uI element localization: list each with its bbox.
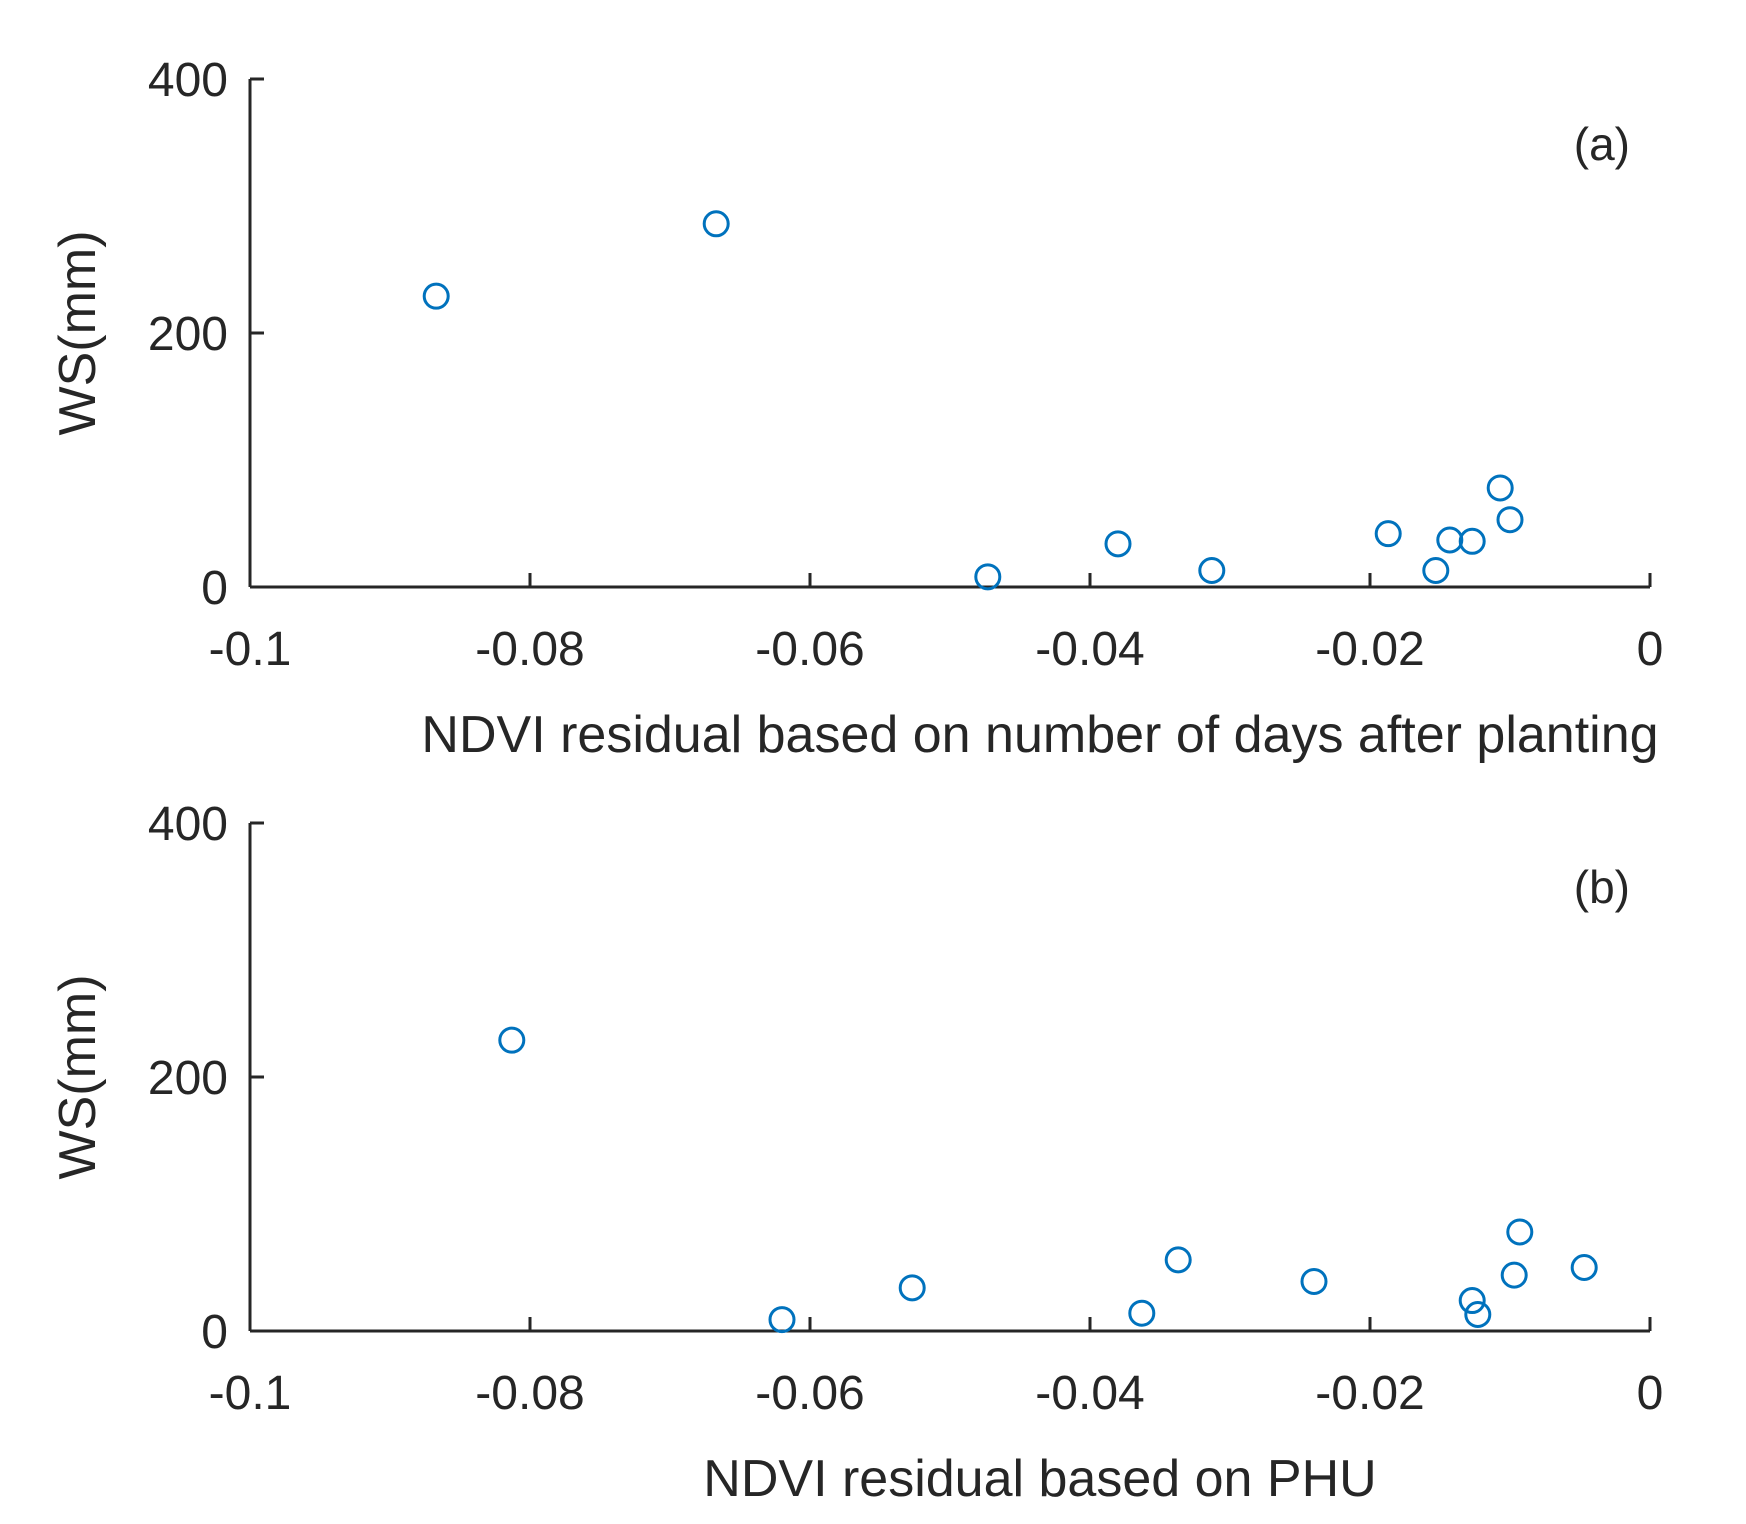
panel-a-data-point bbox=[974, 563, 1002, 591]
panel-a-y-tick-label: 400 bbox=[148, 54, 228, 107]
panel-a-panel-label: (a) bbox=[1574, 118, 1630, 170]
panel-a-y-axis-label: WS(mm) bbox=[49, 230, 107, 435]
panel-a-data-point bbox=[1458, 527, 1486, 555]
panel-a-x-tick-label: -0.08 bbox=[475, 623, 584, 676]
panel-a-x-tick-label: -0.02 bbox=[1315, 623, 1424, 676]
panel-b-x-tick-label: 0 bbox=[1637, 1367, 1664, 1420]
panel-a-data-point bbox=[1496, 506, 1524, 534]
panel-b-y-tick-label: 400 bbox=[148, 798, 228, 851]
panel-b-data-point bbox=[1464, 1300, 1492, 1328]
panel-b-y-tick-label: 0 bbox=[201, 1306, 228, 1359]
panel-a-x-tick-label: -0.1 bbox=[209, 623, 292, 676]
panel-b-data-point bbox=[1128, 1299, 1156, 1327]
panel-b-data-point bbox=[1570, 1254, 1598, 1281]
panel-b-data-point bbox=[1506, 1218, 1534, 1246]
panel-b-x-tick-label: -0.06 bbox=[755, 1367, 864, 1420]
panel-a-x-tick-label: 0 bbox=[1637, 623, 1664, 676]
panel-a: -0.1 -0.08 -0.06 -0.04 -0.02 0 0 200 400 NDVI res… bbox=[49, 54, 1663, 764]
panel-b-x-axis-label: NDVI residual based on PHU bbox=[703, 1450, 1376, 1508]
panel-b-y-tick-label: 200 bbox=[148, 1052, 228, 1105]
panel-a-data-point bbox=[1422, 556, 1450, 584]
panel-a-data-point bbox=[1104, 530, 1132, 558]
panel-b-data-point bbox=[768, 1306, 796, 1334]
panel-b-data-point bbox=[1458, 1287, 1486, 1315]
panel-b-x-tick-label: -0.1 bbox=[209, 1367, 292, 1420]
panel-a-data-point bbox=[422, 282, 450, 310]
panel-b-x-tick-label: -0.04 bbox=[1035, 1367, 1144, 1420]
panel-a-data-point bbox=[1374, 520, 1402, 548]
panel-a-x-tick-label: -0.06 bbox=[755, 623, 864, 676]
panel-a-x-tick-label: -0.04 bbox=[1035, 623, 1144, 676]
panel-b-panel-label: (b) bbox=[1574, 861, 1630, 913]
panel-a-x-axis-label: NDVI residual based on number of days af… bbox=[421, 706, 1658, 764]
panel-b-x-tick-label: -0.02 bbox=[1315, 1367, 1424, 1420]
panel-b-data-point bbox=[1164, 1246, 1192, 1274]
panel-b-x-tick-label: -0.08 bbox=[475, 1367, 584, 1420]
panel-b-data-point bbox=[1300, 1267, 1328, 1295]
panel-a-data-point bbox=[702, 210, 730, 238]
panel-a-y-tick-label: 200 bbox=[148, 308, 228, 361]
panel-a-y-tick-label: 0 bbox=[201, 562, 228, 615]
panel-a-data-point bbox=[1436, 526, 1464, 554]
panel-b-data-point bbox=[498, 1026, 526, 1054]
panel-a-data-point bbox=[1198, 556, 1226, 584]
panel-b: -0.1 -0.08 -0.06 -0.04 -0.02 0 0 200 400 NDVI res… bbox=[49, 798, 1663, 1508]
panel-a-data-point bbox=[1486, 474, 1514, 502]
panel-b-data-point bbox=[898, 1274, 926, 1302]
panel-b-data-point bbox=[1500, 1261, 1528, 1289]
panel-b-y-axis-label: WS(mm) bbox=[49, 974, 107, 1179]
